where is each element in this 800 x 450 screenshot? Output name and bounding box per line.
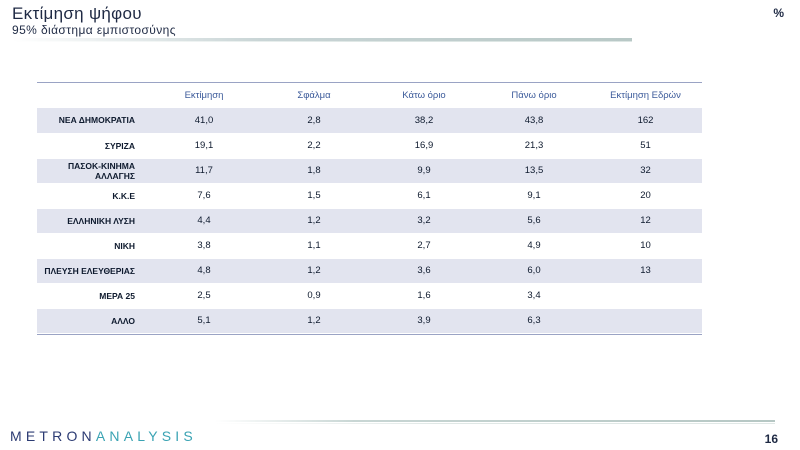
page-subtitle: 95% διάστημα εμπιστοσύνης: [12, 23, 176, 37]
estimate-cell: 19,1: [149, 133, 259, 159]
column-header-lower: Κάτω όριο: [402, 90, 446, 101]
table-row: ΝΙΚΗ 3,8 1,1 2,7 4,9 10: [37, 233, 702, 259]
upper-bound-cell: 21,3: [479, 133, 589, 159]
table-row: ΠΛΕΥΣΗ ΕΛΕΥΘΕΡΙΑΣ 4,8 1,2 3,6 6,0 13: [37, 258, 702, 284]
table-row: ΑΛΛΟ 5,1 1,2 3,9 6,3: [37, 308, 702, 334]
lower-bound-cell: 2,7: [369, 233, 479, 259]
seats-cell: 32: [589, 158, 702, 184]
page-title: Εκτίμηση ψήφου: [12, 4, 142, 23]
table-row: Κ.Κ.Ε 7,6 1,5 6,1 9,1 20: [37, 183, 702, 209]
lower-bound-cell: 6,1: [369, 183, 479, 209]
upper-bound-cell: 6,3: [479, 308, 589, 334]
party-name-cell: ΝΕΑ ΔΗΜΟΚΡΑΤΙΑ: [37, 108, 149, 134]
table-body: ΝΕΑ ΔΗΜΟΚΡΑΤΙΑ 41,0 2,8 38,2 43,8 162 ΣΥΡΙΖΑ 19…: [37, 108, 702, 334]
column-header-party: [37, 83, 149, 108]
upper-bound-cell: 43,8: [479, 108, 589, 134]
party-name-cell: ΕΛΛΗΝΙΚΗ ΛΥΣΗ: [37, 208, 149, 234]
estimate-cell: 11,7: [149, 158, 259, 184]
upper-bound-cell: 3,4: [479, 283, 589, 309]
party-name-cell: ΠΑΣΟΚ-ΚΙΝΗΜΑ ΑΛΛΑΓΗΣ: [37, 158, 149, 184]
lower-bound-cell: 9,9: [369, 158, 479, 184]
header-divider: [12, 38, 632, 42]
table-row: ΠΑΣΟΚ-ΚΙΝΗΜΑ ΑΛΛΑΓΗΣ 11,7 1,8 9,9 13,5 32: [37, 158, 702, 184]
table-row: ΜΕΡΑ 25 2,5 0,9 1,6 3,4: [37, 283, 702, 309]
party-name-cell: ΑΛΛΟ: [37, 308, 149, 334]
seats-cell: 10: [589, 233, 702, 259]
error-cell: 1,5: [259, 183, 369, 209]
logo-metron-text: METRON: [10, 428, 96, 444]
seats-cell: [589, 283, 702, 309]
estimate-cell: 5,1: [149, 308, 259, 334]
footer-divider: [215, 420, 775, 424]
column-header-error: Σφάλμα: [297, 90, 331, 101]
column-header-upper: Πάνω όριο: [511, 90, 557, 101]
column-header-estimate: Εκτίμηση: [184, 90, 224, 101]
party-name-cell: ΠΛΕΥΣΗ ΕΛΕΥΘΕΡΙΑΣ: [37, 258, 149, 284]
estimate-cell: 4,8: [149, 258, 259, 284]
table-row: ΝΕΑ ΔΗΜΟΚΡΑΤΙΑ 41,0 2,8 38,2 43,8 162: [37, 108, 702, 134]
error-cell: 1,2: [259, 258, 369, 284]
upper-bound-cell: 9,1: [479, 183, 589, 209]
table-header-row: Εκτίμηση Σφάλμα Κάτω όριο Πάνω όριο Εκτί…: [37, 83, 702, 108]
upper-bound-cell: 5,6: [479, 208, 589, 234]
page-number: 16: [764, 432, 778, 446]
lower-bound-cell: 1,6: [369, 283, 479, 309]
seats-cell: 162: [589, 108, 702, 134]
logo-analysis-text: ANALYSIS: [95, 428, 197, 444]
upper-bound-cell: 4,9: [479, 233, 589, 259]
upper-bound-cell: 6,0: [479, 258, 589, 284]
lower-bound-cell: 3,9: [369, 308, 479, 334]
party-name-cell: ΣΥΡΙΖΑ: [37, 133, 149, 159]
unit-label: %: [773, 6, 784, 20]
estimate-cell: 4,4: [149, 208, 259, 234]
error-cell: 0,9: [259, 283, 369, 309]
seats-cell: 13: [589, 258, 702, 284]
upper-bound-cell: 13,5: [479, 158, 589, 184]
estimate-cell: 41,0: [149, 108, 259, 134]
lower-bound-cell: 38,2: [369, 108, 479, 134]
seats-cell: 12: [589, 208, 702, 234]
vote-estimate-table: Εκτίμηση Σφάλμα Κάτω όριο Πάνω όριο Εκτί…: [37, 82, 702, 335]
estimate-cell: 2,5: [149, 283, 259, 309]
party-name-cell: Κ.Κ.Ε: [37, 183, 149, 209]
seats-cell: 20: [589, 183, 702, 209]
party-name-cell: ΝΙΚΗ: [37, 233, 149, 259]
error-cell: 1,2: [259, 308, 369, 334]
error-cell: 2,8: [259, 108, 369, 134]
lower-bound-cell: 3,6: [369, 258, 479, 284]
seats-cell: 51: [589, 133, 702, 159]
table-row: ΕΛΛΗΝΙΚΗ ΛΥΣΗ 4,4 1,2 3,2 5,6 12: [37, 208, 702, 234]
error-cell: 2,2: [259, 133, 369, 159]
error-cell: 1,2: [259, 208, 369, 234]
error-cell: 1,1: [259, 233, 369, 259]
table-row: ΣΥΡΙΖΑ 19,1 2,2 16,9 21,3 51: [37, 133, 702, 159]
estimate-cell: 7,6: [149, 183, 259, 209]
party-name-cell: ΜΕΡΑ 25: [37, 283, 149, 309]
column-header-seats: Εκτίμηση Εδρών: [610, 90, 681, 101]
metron-analysis-logo: METRONANALYSIS: [10, 428, 197, 444]
lower-bound-cell: 3,2: [369, 208, 479, 234]
error-cell: 1,8: [259, 158, 369, 184]
estimate-cell: 3,8: [149, 233, 259, 259]
seats-cell: [589, 308, 702, 334]
lower-bound-cell: 16,9: [369, 133, 479, 159]
